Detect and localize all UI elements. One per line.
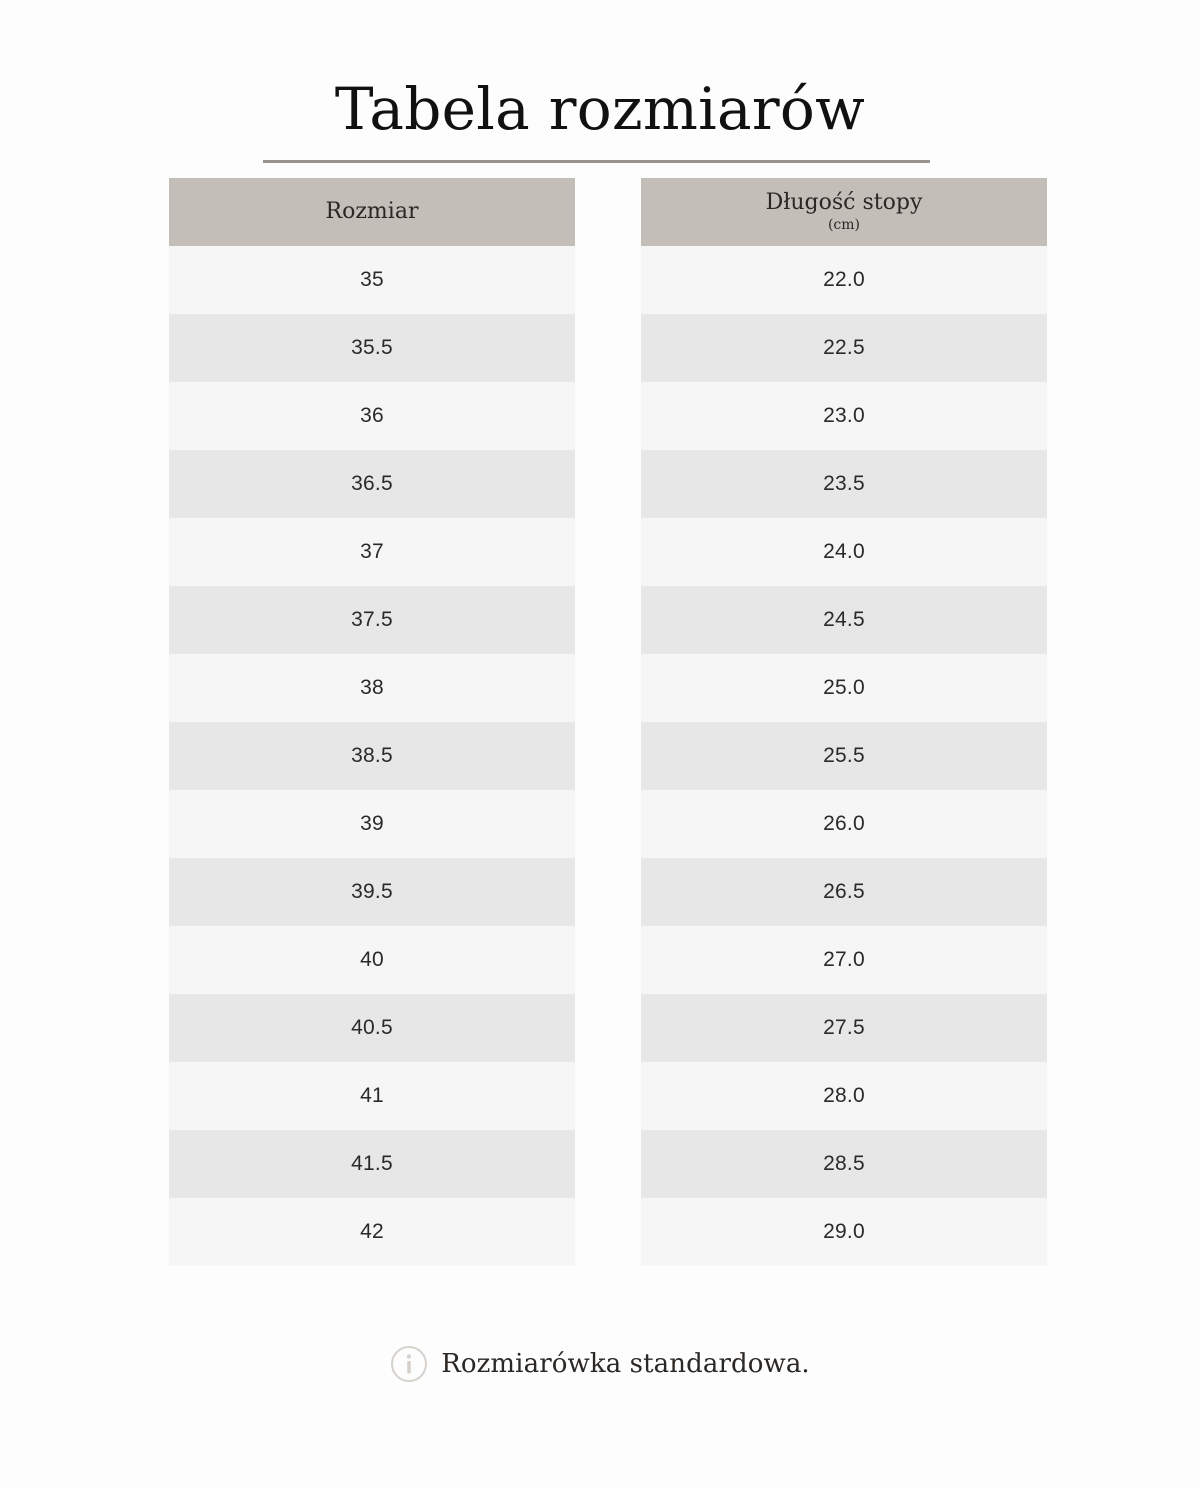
table-row: 39.5 bbox=[169, 858, 575, 926]
table-row: 22.0 bbox=[641, 246, 1047, 314]
table-row: 35.5 bbox=[169, 314, 575, 382]
table-row: 38 bbox=[169, 654, 575, 722]
size-table: Rozmiar 35 35.5 36 36.5 37 37.5 38 38.5 39 39.5 40… bbox=[169, 178, 1047, 1266]
info-icon bbox=[390, 1345, 428, 1383]
table-row: 41 bbox=[169, 1062, 575, 1130]
table-row: 36.5 bbox=[169, 450, 575, 518]
table-row: 38.5 bbox=[169, 722, 575, 790]
table-row: 27.5 bbox=[641, 994, 1047, 1062]
table-row: 37 bbox=[169, 518, 575, 586]
size-cell-list: 35 35.5 36 36.5 37 37.5 38 38.5 39 39.5 40 40.5 41 41… bbox=[169, 246, 575, 1266]
column-header-foot-length-unit: (cm) bbox=[827, 216, 861, 233]
column-header-size-label: Rozmiar bbox=[325, 199, 419, 225]
table-row: 37.5 bbox=[169, 586, 575, 654]
table-row: 24.5 bbox=[641, 586, 1047, 654]
column-header-foot-length-label: Długość stopy bbox=[765, 190, 923, 216]
table-column-foot-length: Długość stopy (cm) 22.0 22.5 23.0 23.5 24.0 2… bbox=[641, 178, 1047, 1266]
table-row: 26.0 bbox=[641, 790, 1047, 858]
table-row: 25.0 bbox=[641, 654, 1047, 722]
table-row: 22.5 bbox=[641, 314, 1047, 382]
table-row: 35 bbox=[169, 246, 575, 314]
table-row: 40.5 bbox=[169, 994, 575, 1062]
column-header-size: Rozmiar bbox=[169, 178, 575, 246]
table-row: 27.0 bbox=[641, 926, 1047, 994]
title-divider bbox=[263, 160, 930, 163]
table-row: 24.0 bbox=[641, 518, 1047, 586]
table-row: 25.5 bbox=[641, 722, 1047, 790]
footer-note-text: Rozmiarówka standardowa. bbox=[441, 1349, 810, 1379]
table-row: 39 bbox=[169, 790, 575, 858]
table-row: 36 bbox=[169, 382, 575, 450]
table-row: 41.5 bbox=[169, 1130, 575, 1198]
table-row: 28.5 bbox=[641, 1130, 1047, 1198]
table-row: 29.0 bbox=[641, 1198, 1047, 1266]
table-row: 23.0 bbox=[641, 382, 1047, 450]
page-title: Tabela rozmiarów bbox=[334, 75, 866, 143]
table-row: 42 bbox=[169, 1198, 575, 1266]
table-row: 26.5 bbox=[641, 858, 1047, 926]
title-block: Tabela rozmiarów bbox=[0, 78, 1200, 141]
table-row: 23.5 bbox=[641, 450, 1047, 518]
table-row: 40 bbox=[169, 926, 575, 994]
table-column-size: Rozmiar 35 35.5 36 36.5 37 37.5 38 38.5 39 39.5 40… bbox=[169, 178, 575, 1266]
foot-length-cell-list: 22.0 22.5 23.0 23.5 24.0 24.5 25.0 25.5 26.0 26.5… bbox=[641, 246, 1047, 1266]
column-header-foot-length: Długość stopy (cm) bbox=[641, 178, 1047, 246]
footer-note: Rozmiarówka standardowa. bbox=[0, 1345, 1200, 1383]
table-row: 28.0 bbox=[641, 1062, 1047, 1130]
